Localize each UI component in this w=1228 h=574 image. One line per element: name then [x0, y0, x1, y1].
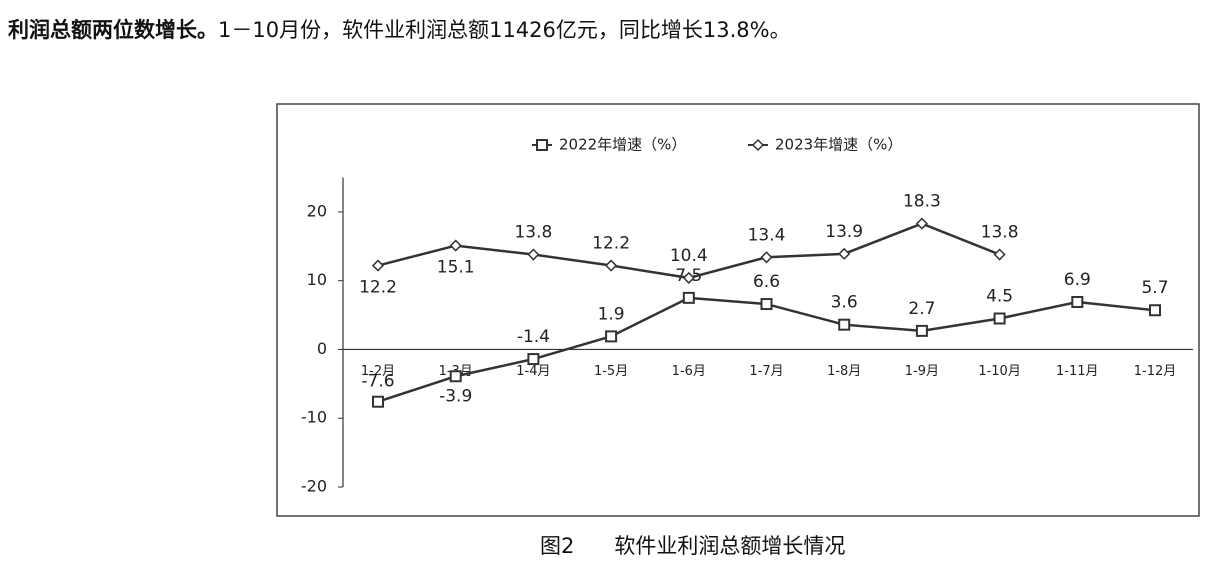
marker: [605, 259, 618, 272]
marker: [1071, 295, 1084, 308]
y-tick-label: 0: [317, 339, 327, 358]
marker: [751, 138, 765, 152]
marker: [993, 248, 1006, 261]
data-label: 10.4: [670, 246, 708, 266]
marker: [682, 271, 695, 284]
marker: [993, 312, 1006, 325]
data-label: 3.6: [831, 293, 858, 313]
legend-label: 2023年增速（%）: [775, 136, 902, 154]
marker: [527, 248, 540, 261]
marker: [371, 259, 385, 272]
data-label: 13.9: [825, 222, 863, 242]
x-tick-label: 1-7月: [749, 364, 783, 379]
data-label: -7.6: [361, 372, 394, 392]
marker: [527, 353, 540, 366]
caption: 图2 软件业利润总额增长情况: [540, 530, 845, 560]
x-tick-label: 1-6月: [672, 364, 706, 379]
data-label: 6.9: [1064, 270, 1091, 290]
data-label: 13.8: [981, 223, 1019, 243]
data-label: 4.5: [986, 286, 1013, 306]
data-label: 6.6: [753, 272, 780, 292]
x-tick-label: 1-9月: [905, 364, 939, 379]
data-label: 12.2: [592, 234, 630, 254]
data-label: -3.9: [439, 386, 472, 406]
marker: [915, 217, 928, 230]
paragraph: 利润总额两位数增长。1－10月份，软件业利润总额11426亿元，同比增长13.8…: [8, 14, 791, 44]
marker: [760, 298, 773, 311]
data-label: 5.7: [1141, 278, 1168, 298]
x-tick-label: 1-2月: [361, 364, 395, 379]
data-label: -1.4: [517, 327, 550, 347]
y-tick-label: 20: [307, 201, 327, 220]
caption-title: 软件业利润总额增长情况: [614, 534, 846, 558]
y-tick-label: -10: [301, 408, 327, 427]
marker: [915, 324, 928, 337]
data-label: 12.2: [359, 278, 397, 298]
marker: [1149, 304, 1161, 317]
x-tick-label: 1-4月: [516, 364, 550, 379]
legend-label: 2022年增速（%）: [559, 136, 686, 154]
marker: [605, 330, 618, 343]
data-label: 2.7: [908, 299, 935, 319]
lead: 利润总额两位数增长。: [8, 18, 218, 42]
data-label: 13.4: [748, 225, 786, 245]
x-tick-label: 1-11月: [1056, 364, 1099, 379]
x-tick-label: 1-10月: [978, 364, 1021, 379]
data-label: 1.9: [598, 304, 625, 324]
paragraph-text: 1－10月份，软件业利润总额11426亿元，同比增长13.8%。: [218, 18, 791, 42]
marker: [838, 318, 851, 331]
marker: [760, 251, 773, 264]
data-label: 13.8: [514, 223, 552, 243]
x-tick-label: 1-8月: [827, 364, 861, 379]
marker: [372, 395, 384, 408]
y-tick-label: -20: [301, 477, 327, 496]
y-tick-label: 10: [307, 270, 327, 289]
caption-number: 图2: [540, 534, 575, 558]
marker: [449, 370, 462, 383]
chart-frame: [276, 103, 1200, 517]
data-label: 18.3: [903, 192, 941, 212]
marker: [682, 291, 695, 304]
marker: [838, 247, 851, 260]
x-tick-label: 1-5月: [594, 364, 628, 379]
x-tick-label: 1-12月: [1134, 364, 1177, 379]
marker: [536, 139, 548, 151]
marker: [449, 239, 462, 252]
data-label: 15.1: [437, 258, 475, 278]
